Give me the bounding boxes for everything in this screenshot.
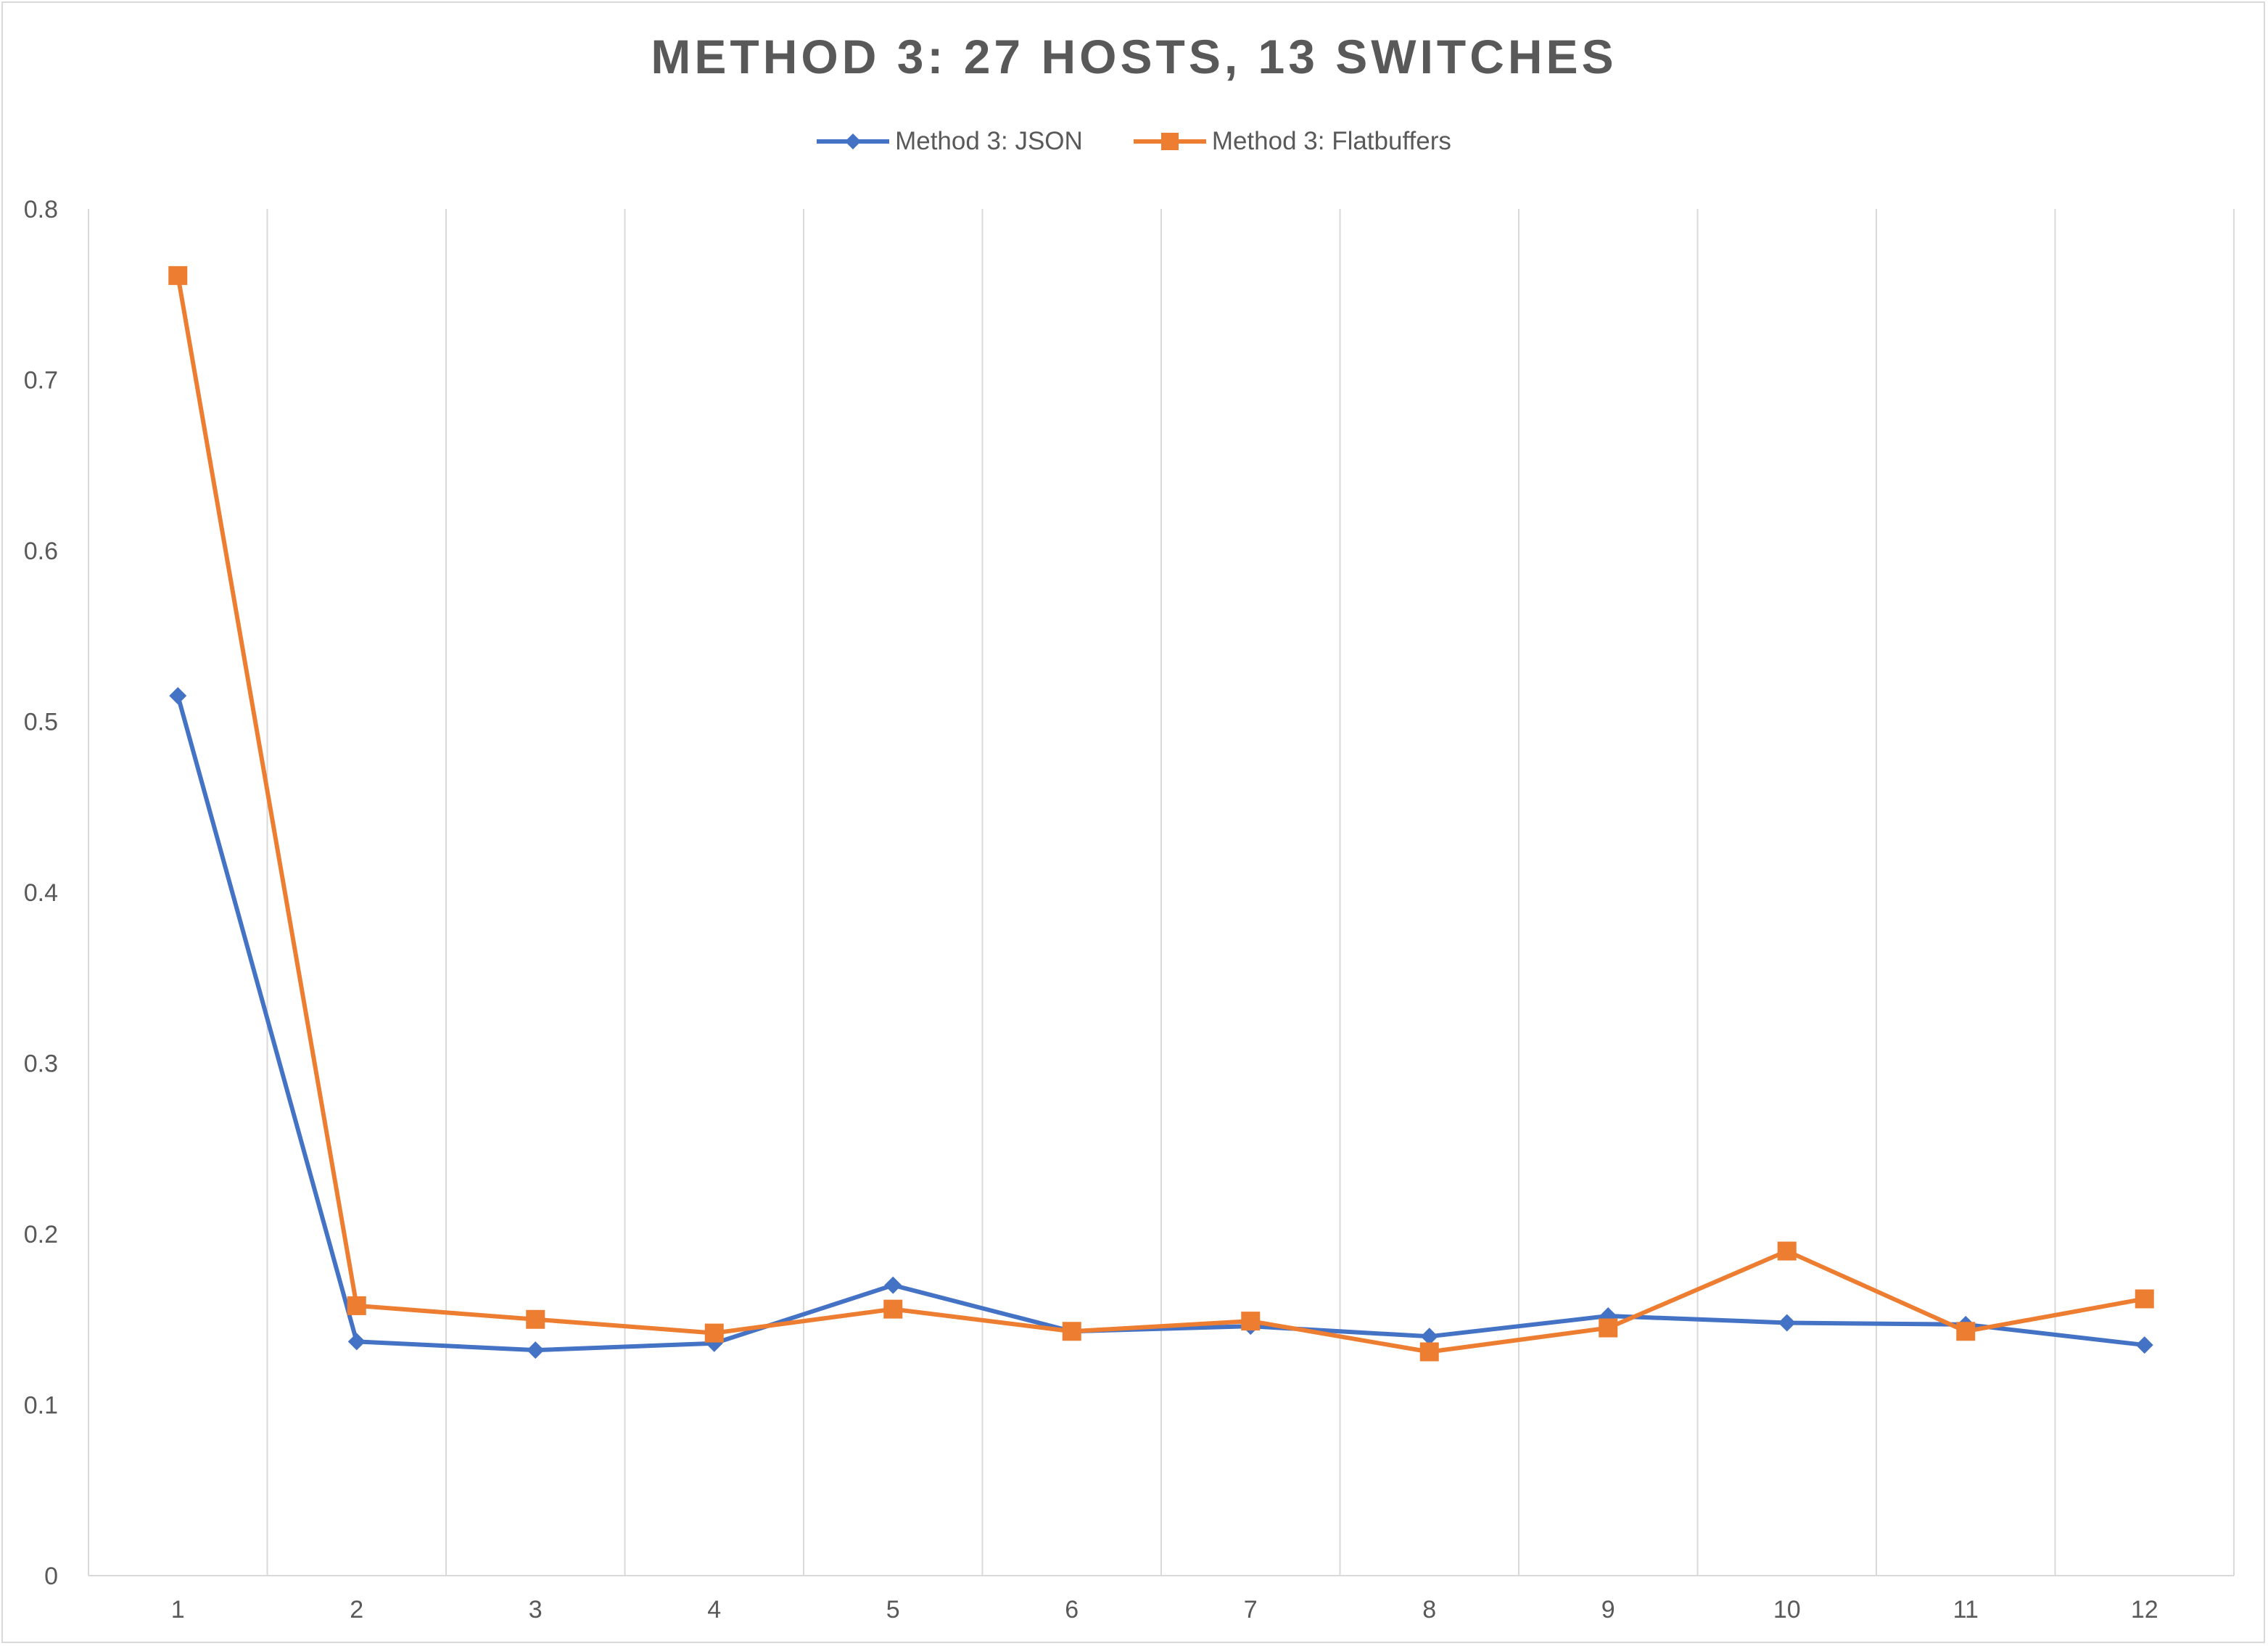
series-line-json <box>176 694 2147 1353</box>
data-point-flatbuffers <box>1956 1322 1976 1341</box>
data-point-json <box>1778 1314 1796 1332</box>
x-tick-label: 11 <box>1953 1596 1979 1624</box>
data-point-flatbuffers <box>347 1296 366 1315</box>
x-tick-label: 10 <box>1773 1596 1801 1624</box>
data-point-json <box>2135 1336 2153 1354</box>
data-point-flatbuffers <box>704 1323 724 1343</box>
x-tick-label: 4 <box>707 1596 721 1624</box>
y-tick-label: 0.8 <box>24 196 58 223</box>
data-point-json <box>884 1276 902 1294</box>
legend-label-json: Method 3: JSON <box>895 127 1083 155</box>
y-tick-label: 0.5 <box>24 709 58 736</box>
x-tick-label: 6 <box>1065 1596 1079 1624</box>
x-tick-label: 7 <box>1244 1596 1258 1624</box>
y-tick-label: 0.2 <box>24 1221 58 1248</box>
y-tick-label: 0.6 <box>24 538 58 565</box>
y-tick-label: 0.7 <box>24 367 58 395</box>
data-point-flatbuffers <box>2135 1289 2154 1309</box>
chart-legend: Method 3: JSON Method 3: Flatbuffers <box>0 123 2268 160</box>
y-tick-label: 0.1 <box>24 1392 58 1420</box>
legend-item-flatbuffers: Method 3: Flatbuffers <box>1133 127 1451 156</box>
x-tick-label: 3 <box>529 1596 543 1624</box>
x-tick-label: 8 <box>1422 1596 1436 1624</box>
legend-swatch-json <box>817 133 890 149</box>
chart-title: METHOD 3: 27 HOSTS, 13 SWITCHES <box>651 30 1617 83</box>
data-point-flatbuffers <box>883 1299 903 1319</box>
legend-item-json: Method 3: JSON <box>817 127 1083 156</box>
y-tick-label: 0.4 <box>24 879 58 907</box>
data-point-json <box>169 687 187 705</box>
data-point-flatbuffers <box>1419 1342 1439 1362</box>
data-point-flatbuffers <box>1241 1312 1261 1331</box>
data-point-json <box>1420 1328 1438 1346</box>
data-point-flatbuffers <box>168 266 188 285</box>
x-tick-label: 2 <box>350 1596 363 1624</box>
data-point-flatbuffers <box>1777 1241 1797 1261</box>
data-point-flatbuffers <box>1062 1322 1081 1341</box>
y-tick-label: 0 <box>44 1563 58 1590</box>
data-point-json <box>347 1333 366 1351</box>
y-tick-label: 0.3 <box>24 1050 58 1078</box>
x-tick-label: 12 <box>2131 1596 2158 1624</box>
x-tick-label: 9 <box>1601 1596 1615 1624</box>
legend-swatch-flatbuffers <box>1133 133 1206 150</box>
x-tick-label: 1 <box>171 1596 185 1624</box>
data-point-flatbuffers <box>1599 1318 1618 1338</box>
x-tick-label: 5 <box>886 1596 900 1624</box>
legend-label-flatbuffers: Method 3: Flatbuffers <box>1211 127 1451 155</box>
series-line-flatbuffers <box>176 273 2147 1354</box>
data-point-flatbuffers <box>526 1309 545 1329</box>
data-point-json <box>527 1341 545 1359</box>
